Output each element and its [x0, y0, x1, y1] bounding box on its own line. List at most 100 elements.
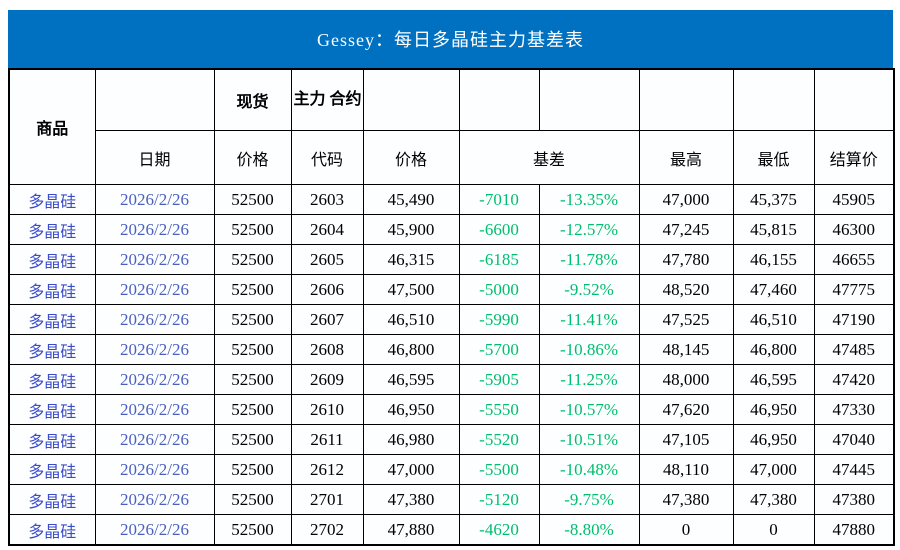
header-merged-blank	[538, 68, 640, 131]
high-cell: 48,145	[638, 334, 734, 365]
header-merged-blank	[362, 68, 460, 131]
high-cell: 48,000	[638, 364, 734, 395]
commodity-cell: 多晶硅	[8, 244, 96, 275]
settlement-cell: 47330	[813, 394, 895, 425]
table-row: 多晶硅 2026/2/26 52500 2606 47,500 -5000 -9.52% 48…	[8, 274, 895, 305]
basis-value-cell: -4620	[458, 514, 540, 546]
settlement-cell: 47775	[813, 274, 895, 305]
table-row: 多晶硅 2026/2/26 52500 2611 46,980 -5520 -10.51% 4…	[8, 424, 895, 455]
commodity-cell: 多晶硅	[8, 394, 96, 425]
date-cell: 2026/2/26	[94, 484, 215, 515]
basis-pct-cell: -11.41%	[538, 304, 640, 335]
settlement-cell: 47880	[813, 514, 895, 546]
contract-code-cell: 2611	[290, 424, 364, 455]
contract-code-cell: 2612	[290, 454, 364, 485]
table-row: 多晶硅 2026/2/26 52500 2608 46,800 -5700 -10.86% 4…	[8, 334, 895, 365]
date-cell: 2026/2/26	[94, 514, 215, 546]
spot-price-cell: 52500	[213, 244, 292, 275]
low-cell: 45,375	[732, 184, 815, 215]
table-row: 多晶硅 2026/2/26 52500 2610 46,950 -5550 -10.57% 4…	[8, 394, 895, 425]
low-cell: 46,950	[732, 394, 815, 425]
date-cell: 2026/2/26	[94, 364, 215, 395]
commodity-cell: 多晶硅	[8, 424, 96, 455]
table-row: 多晶硅 2026/2/26 52500 2609 46,595 -5905 -11.25% 4…	[8, 364, 895, 395]
high-cell: 47,780	[638, 244, 734, 275]
basis-value-cell: -5700	[458, 334, 540, 365]
basis-value-cell: -5000	[458, 274, 540, 305]
table-row: 多晶硅 2026/2/26 52500 2605 46,315 -6185 -11.78% 4…	[8, 244, 895, 275]
date-cell: 2026/2/26	[94, 424, 215, 455]
basis-pct-cell: -10.51%	[538, 424, 640, 455]
low-cell: 46,800	[732, 334, 815, 365]
basis-value-cell: -6185	[458, 244, 540, 275]
contract-code-cell: 2603	[290, 184, 364, 215]
commodity-cell: 多晶硅	[8, 274, 96, 305]
spot-price-cell: 52500	[213, 514, 292, 546]
date-cell: 2026/2/26	[94, 214, 215, 245]
date-cell: 2026/2/26	[94, 304, 215, 335]
main-price-cell: 45,490	[362, 184, 460, 215]
contract-code-cell: 2702	[290, 514, 364, 546]
contract-code-cell: 2610	[290, 394, 364, 425]
low-cell: 47,000	[732, 454, 815, 485]
basis-value-cell: -6600	[458, 214, 540, 245]
high-cell: 0	[638, 514, 734, 546]
commodity-cell: 多晶硅	[8, 214, 96, 245]
high-cell: 47,000	[638, 184, 734, 215]
col-header-spot: 现货	[213, 68, 292, 131]
spot-price-cell: 52500	[213, 364, 292, 395]
spot-price-cell: 52500	[213, 304, 292, 335]
basis-pct-cell: -10.48%	[538, 454, 640, 485]
settlement-cell: 46655	[813, 244, 895, 275]
high-cell: 47,380	[638, 484, 734, 515]
col-header-settlement: 结算价	[813, 130, 895, 185]
main-price-cell: 45,900	[362, 214, 460, 245]
col-header-commodity: 商品	[8, 68, 96, 185]
contract-code-cell: 2607	[290, 304, 364, 335]
date-cell: 2026/2/26	[94, 394, 215, 425]
col-header-code: 代码	[290, 130, 364, 185]
col-header-spot-price: 价格	[213, 130, 292, 185]
low-cell: 47,460	[732, 274, 815, 305]
col-header-main-price: 价格	[362, 130, 460, 185]
date-cell: 2026/2/26	[94, 184, 215, 215]
spot-price-cell: 52500	[213, 424, 292, 455]
basis-value-cell: -5990	[458, 304, 540, 335]
commodity-cell: 多晶硅	[8, 484, 96, 515]
main-price-cell: 47,880	[362, 514, 460, 546]
basis-pct-cell: -11.78%	[538, 244, 640, 275]
basis-value-cell: -7010	[458, 184, 540, 215]
spot-price-cell: 52500	[213, 394, 292, 425]
basis-pct-cell: -11.25%	[538, 364, 640, 395]
basis-pct-cell: -10.86%	[538, 334, 640, 365]
date-cell: 2026/2/26	[94, 244, 215, 275]
table-row: 多晶硅 2026/2/26 52500 2702 47,880 -4620 -8.80% 0 0…	[8, 514, 895, 546]
settlement-cell: 47420	[813, 364, 895, 395]
table-body: 多晶硅 2026/2/26 52500 2603 45,490 -7010 -13.35% 4…	[8, 184, 895, 546]
low-cell: 46,950	[732, 424, 815, 455]
spot-price-cell: 52500	[213, 274, 292, 305]
date-cell: 2026/2/26	[94, 454, 215, 485]
basis-pct-cell: -8.80%	[538, 514, 640, 546]
table-row: 多晶硅 2026/2/26 52500 2701 47,380 -5120 -9.75% 47…	[8, 484, 895, 515]
basis-value-cell: -5120	[458, 484, 540, 515]
spot-price-cell: 52500	[213, 184, 292, 215]
basis-pct-cell: -12.57%	[538, 214, 640, 245]
basis-value-cell: -5905	[458, 364, 540, 395]
table-row: 多晶硅 2026/2/26 52500 2612 47,000 -5500 -10.48% 4…	[8, 454, 895, 485]
commodity-cell: 多晶硅	[8, 304, 96, 335]
settlement-cell: 47380	[813, 484, 895, 515]
table-row: 多晶硅 2026/2/26 52500 2603 45,490 -7010 -13.35% 4…	[8, 184, 895, 215]
page-title: Gessey：每日多晶硅主力基差表	[317, 30, 584, 50]
settlement-cell: 47190	[813, 304, 895, 335]
settlement-cell: 46300	[813, 214, 895, 245]
main-price-cell: 46,980	[362, 424, 460, 455]
basis-value-cell: -5520	[458, 424, 540, 455]
basis-value-cell: -5550	[458, 394, 540, 425]
main-price-cell: 46,800	[362, 334, 460, 365]
commodity-cell: 多晶硅	[8, 514, 96, 546]
commodity-cell: 多晶硅	[8, 454, 96, 485]
header-merged-blank	[638, 68, 734, 131]
basis-pct-cell: -10.57%	[538, 394, 640, 425]
table-row: 多晶硅 2026/2/26 52500 2604 45,900 -6600 -12.57% 4…	[8, 214, 895, 245]
